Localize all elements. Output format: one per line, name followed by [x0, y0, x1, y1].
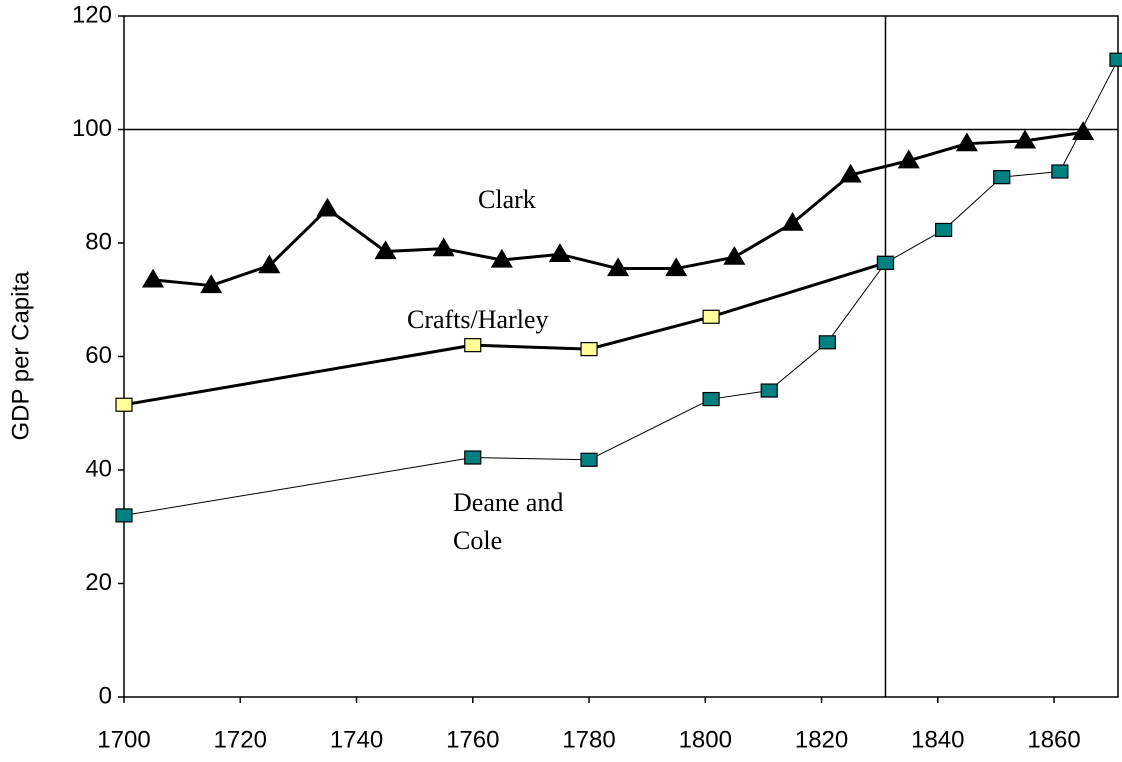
marker [839, 163, 862, 183]
marker [374, 240, 397, 260]
series-label: Deane and Cole [453, 488, 564, 555]
x-tick-label: 1700 [97, 726, 150, 753]
marker [876, 255, 895, 270]
x-tick-label: 1820 [795, 726, 848, 753]
marker [935, 222, 953, 238]
x-tick-label: 1800 [679, 726, 732, 753]
y-tick-label: 120 [72, 1, 112, 28]
series-label: Crafts/Harley [407, 305, 549, 334]
marker [1013, 129, 1037, 149]
marker [1051, 164, 1069, 179]
marker [781, 211, 804, 231]
y-axis-label: GDP per Capita [7, 271, 34, 441]
marker [580, 342, 598, 357]
marker [955, 132, 978, 152]
marker [993, 170, 1011, 185]
y-tick-label: 0 [99, 682, 112, 709]
plot-frame [123, 15, 1119, 698]
marker [464, 450, 482, 465]
marker [760, 383, 778, 398]
marker [432, 237, 455, 257]
marker [702, 391, 720, 407]
y-tick-label: 40 [85, 455, 112, 482]
marker [607, 257, 630, 277]
marker [548, 243, 572, 262]
marker [580, 452, 598, 467]
series-line [123, 59, 1119, 516]
marker [142, 268, 165, 288]
marker [258, 254, 281, 274]
marker [702, 309, 720, 324]
marker [200, 274, 223, 294]
marker [723, 246, 746, 265]
marker [1072, 121, 1095, 140]
x-tick-label: 1840 [911, 726, 964, 753]
y-tick-label: 80 [85, 228, 112, 255]
y-tick-label: 100 [72, 115, 112, 142]
marker [1109, 52, 1122, 67]
x-tick-label: 1740 [330, 726, 383, 753]
marker [464, 338, 482, 353]
marker [316, 197, 339, 217]
marker [115, 508, 133, 523]
marker [665, 257, 688, 277]
x-tick-label: 1860 [1027, 726, 1080, 753]
marker [490, 248, 513, 268]
marker [115, 397, 133, 412]
series-label: Clark [478, 185, 536, 214]
y-tick-label: 20 [85, 569, 112, 596]
x-tick-label: 1760 [446, 726, 499, 753]
x-tick-label: 1720 [214, 726, 267, 753]
y-tick-label: 60 [85, 342, 112, 369]
x-tick-label: 1780 [562, 726, 615, 753]
marker [818, 335, 836, 350]
marker [897, 149, 920, 169]
